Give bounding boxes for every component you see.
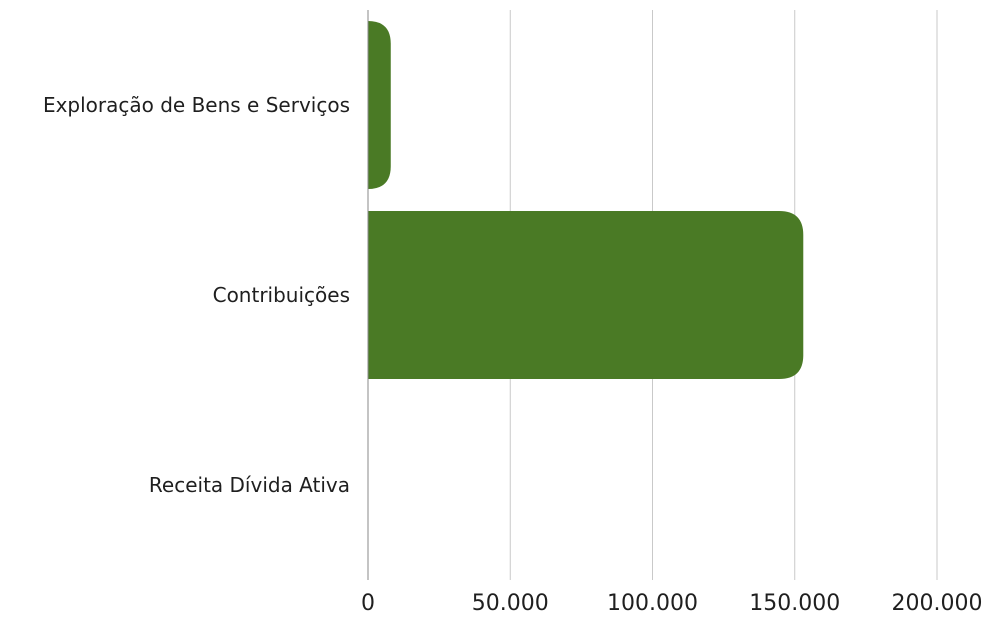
bar-1 [368,211,804,379]
x-tick-label: 50.000 [472,591,549,614]
x-tick-label: 100.000 [607,591,698,614]
category-label: Receita Dívida Ativa [149,473,350,497]
x-tick-label: 0 [361,591,375,614]
label-layer: 0 50.000 100.000 150.000 200.000 Exploração d… [43,93,983,616]
bar-layer [368,21,804,379]
category-label: Contribuições [213,283,350,307]
x-tick-label: 150.000 [749,591,840,614]
x-tick-label: 200.000 [892,591,983,614]
bar-0 [368,21,391,189]
category-label: Exploração de Bens e Serviços [43,93,350,117]
